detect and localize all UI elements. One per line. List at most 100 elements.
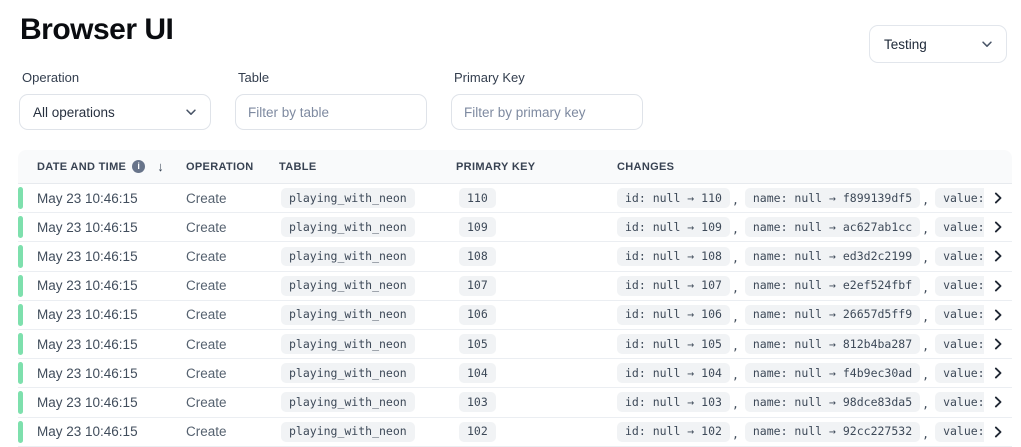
row-primary-key: 102 xyxy=(456,421,617,442)
table-row[interactable]: May 23 10:46:15 Create playing_with_neon… xyxy=(18,417,1012,447)
chevron-right-icon xyxy=(994,396,1002,408)
change-badge: name: null → e2ef524fbf xyxy=(744,275,921,296)
primary-key-badge: 108 xyxy=(459,246,496,267)
row-changes: id: null → 106, name: null → 26657d5ff9, v… xyxy=(617,304,984,325)
primary-key-filter-input[interactable] xyxy=(451,94,643,130)
operation-filter-select[interactable]: All operations xyxy=(19,94,211,130)
column-header-date-time-label: DATE AND TIME xyxy=(37,160,127,173)
row-operation: Create xyxy=(186,336,227,352)
change-separator: , xyxy=(731,426,739,441)
change-separator: , xyxy=(731,339,739,354)
row-primary-key: 109 xyxy=(456,217,617,238)
table-body: May 23 10:46:15 Create playing_with_neon… xyxy=(18,184,1012,447)
row-date-time: May 23 10:46:15 xyxy=(37,336,138,352)
table-name-badge: playing_with_neon xyxy=(281,304,415,325)
column-header-primary-key: PRIMARY KEY xyxy=(456,160,536,173)
change-badge: name: null → f4b9ec30ad xyxy=(744,363,921,384)
row-date-time: May 23 10:46:15 xyxy=(37,424,138,440)
chevron-down-icon xyxy=(186,109,196,115)
row-table: playing_with_neon xyxy=(279,363,456,384)
row-date-time: May 23 10:46:15 xyxy=(37,394,138,410)
change-badge: id: null → 103 xyxy=(617,392,730,413)
operation-filter-label: Operation xyxy=(22,70,80,85)
row-table: playing_with_neon xyxy=(279,304,456,325)
row-operation: Create xyxy=(186,248,227,264)
branch-selector[interactable]: Testing xyxy=(869,25,1007,63)
row-changes: id: null → 110, name: null → f899139df5, v… xyxy=(617,188,984,209)
row-date-time: May 23 10:46:15 xyxy=(37,365,138,381)
table-row[interactable]: May 23 10:46:15 Create playing_with_neon… xyxy=(18,184,1012,214)
primary-key-badge: 107 xyxy=(459,275,496,296)
row-accent-bar xyxy=(18,245,23,268)
row-operation: Create xyxy=(186,365,227,381)
change-separator: , xyxy=(731,193,739,208)
change-badge: value: xyxy=(935,217,984,238)
row-changes: id: null → 104, name: null → f4b9ec30ad, v… xyxy=(617,363,984,384)
change-separator: , xyxy=(731,397,739,412)
row-table: playing_with_neon xyxy=(279,421,456,442)
row-expand-button[interactable] xyxy=(984,337,1012,351)
row-primary-key: 104 xyxy=(456,363,617,384)
table-row[interactable]: May 23 10:46:15 Create playing_with_neon… xyxy=(18,213,1012,243)
row-changes: id: null → 108, name: null → ed3d2c2199, v… xyxy=(617,246,984,267)
row-expand-button[interactable] xyxy=(984,191,1012,205)
row-expand-button[interactable] xyxy=(984,249,1012,263)
table-row[interactable]: May 23 10:46:15 Create playing_with_neon… xyxy=(18,242,1012,272)
table-row[interactable]: May 23 10:46:15 Create playing_with_neon… xyxy=(18,388,1012,418)
row-date-time: May 23 10:46:15 xyxy=(37,248,138,264)
filter-group-primary-key: Primary Key xyxy=(451,70,643,130)
table-filter-input[interactable] xyxy=(235,94,427,130)
row-primary-key: 108 xyxy=(456,246,617,267)
column-header-date-time[interactable]: DATE AND TIME i ↓ xyxy=(18,159,186,174)
chevron-right-icon xyxy=(994,280,1002,292)
row-expand-button[interactable] xyxy=(984,395,1012,409)
primary-key-badge: 105 xyxy=(459,334,496,354)
row-changes: id: null → 103, name: null → 98dce83da5, v… xyxy=(617,392,984,413)
change-badge: value: xyxy=(935,246,984,267)
change-separator: , xyxy=(731,368,739,383)
change-badge: value: xyxy=(935,421,984,442)
column-header-operation: OPERATION xyxy=(186,160,254,173)
change-badge: id: null → 107 xyxy=(617,275,730,296)
row-expand-button[interactable] xyxy=(984,308,1012,322)
row-primary-key: 107 xyxy=(456,275,617,296)
change-badge: id: null → 109 xyxy=(617,217,730,238)
row-primary-key: 106 xyxy=(456,304,617,325)
chevron-right-icon xyxy=(994,192,1002,204)
row-operation: Create xyxy=(186,278,227,294)
row-changes: id: null → 102, name: null → 92cc227532, v… xyxy=(617,421,984,442)
sort-descending-icon[interactable]: ↓ xyxy=(157,159,165,174)
change-separator: , xyxy=(922,309,930,324)
change-badge: name: null → 98dce83da5 xyxy=(744,392,921,413)
table-row[interactable]: May 23 10:46:15 Create playing_with_neon… xyxy=(18,359,1012,389)
chevron-right-icon xyxy=(994,309,1002,321)
change-badge: id: null → 108 xyxy=(617,246,730,267)
change-badge: name: null → 92cc227532 xyxy=(744,421,921,442)
table-filter-label: Table xyxy=(238,70,270,85)
row-expand-button[interactable] xyxy=(984,425,1012,439)
info-icon[interactable]: i xyxy=(132,160,146,173)
row-table: playing_with_neon xyxy=(279,217,456,238)
change-separator: , xyxy=(922,426,930,441)
table-row[interactable]: May 23 10:46:15 Create playing_with_neon… xyxy=(18,300,1012,330)
row-changes: id: null → 105, name: null → 812b4ba287, v… xyxy=(617,334,984,354)
change-badge: id: null → 105 xyxy=(617,334,730,354)
primary-key-badge: 110 xyxy=(459,188,496,209)
change-badge: value: xyxy=(935,363,984,384)
row-expand-button[interactable] xyxy=(984,279,1012,293)
operations-table: DATE AND TIME i ↓ OPERATION TABLE PRIMAR… xyxy=(18,150,1012,447)
row-expand-button[interactable] xyxy=(984,366,1012,380)
change-badge: name: null → f899139df5 xyxy=(744,188,921,209)
row-expand-button[interactable] xyxy=(984,220,1012,234)
column-header-changes: CHANGES xyxy=(617,160,675,173)
change-badge: value: xyxy=(935,392,984,413)
row-primary-key: 110 xyxy=(456,188,617,209)
row-table: playing_with_neon xyxy=(279,392,456,413)
change-badge: value: xyxy=(935,334,984,354)
change-badge: id: null → 110 xyxy=(617,188,730,209)
table-row[interactable]: May 23 10:46:15 Create playing_with_neon… xyxy=(18,329,1012,360)
chevron-right-icon xyxy=(994,426,1002,438)
primary-key-badge: 102 xyxy=(459,421,496,442)
table-row[interactable]: May 23 10:46:15 Create playing_with_neon… xyxy=(18,271,1012,301)
row-date-time: May 23 10:46:15 xyxy=(37,190,138,206)
